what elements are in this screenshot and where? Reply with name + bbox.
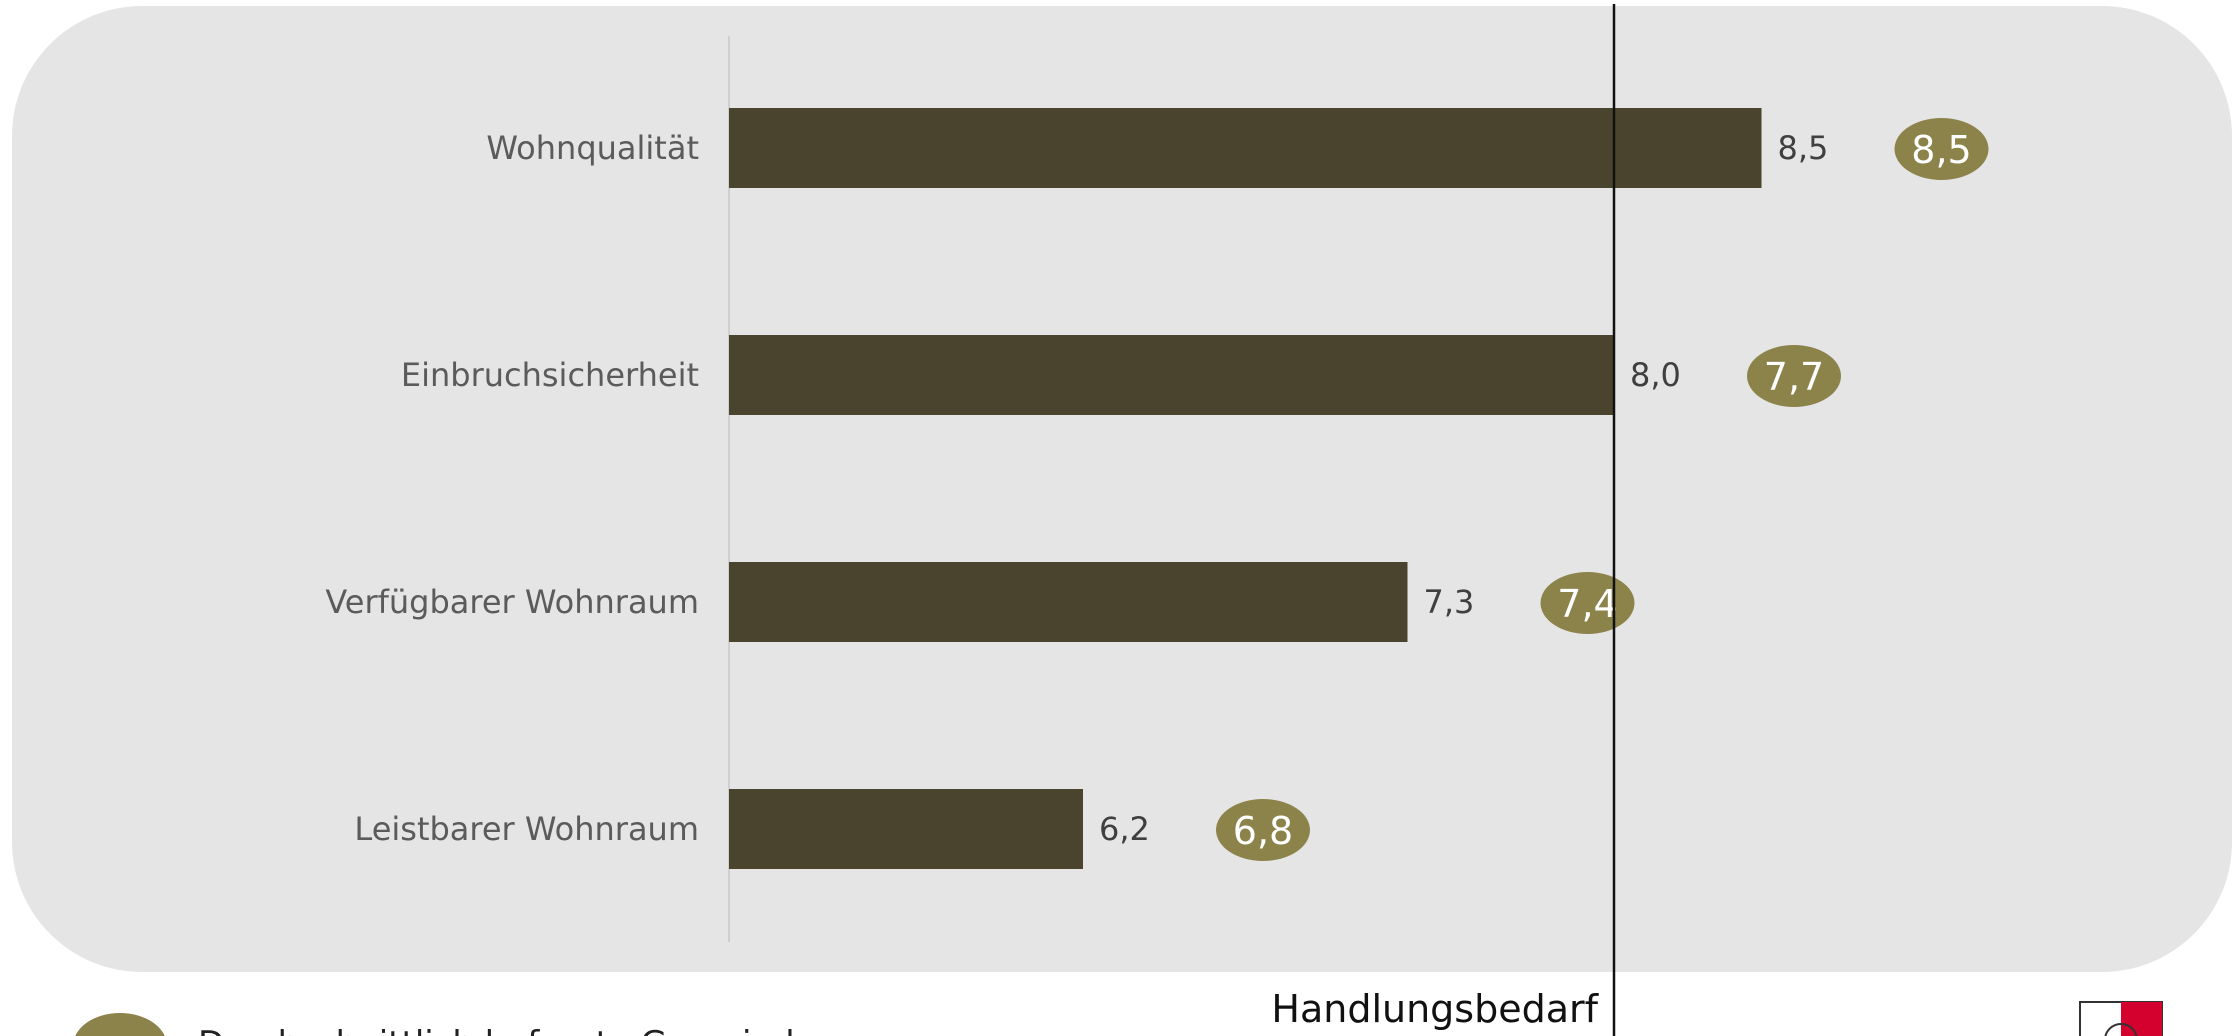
- average-marker-label-0: 8,5: [1911, 128, 1971, 172]
- average-marker-label-1: 7,7: [1764, 355, 1824, 399]
- red-white-logo-icon: [2079, 1001, 2163, 1036]
- average-marker-0: [1894, 118, 1989, 180]
- legend-marker-icon: [75, 1013, 165, 1036]
- bar-2: [729, 562, 1408, 642]
- legend-label: Durchschnittlich befragte Gemeinde: [198, 1024, 815, 1036]
- average-marker-1: [1747, 345, 1841, 407]
- bar-value-label-3: 6,2: [1099, 810, 1150, 848]
- chart-background-panel: [12, 6, 2232, 972]
- category-label-2: Verfügbarer Wohnraum: [325, 583, 699, 621]
- bar-0: [729, 108, 1762, 188]
- average-marker-label-3: 6,8: [1233, 809, 1293, 853]
- category-label-0: Wohnqualität: [486, 129, 699, 167]
- bar-value-label-2: 7,3: [1424, 583, 1475, 621]
- reference-line-label: Handlungsbedarf: [1271, 987, 1599, 1031]
- bar-value-label-1: 8,0: [1630, 356, 1681, 394]
- category-label-3: Leistbarer Wohnraum: [354, 810, 699, 848]
- bar-1: [729, 335, 1614, 415]
- bar-value-label-0: 8,5: [1778, 129, 1829, 167]
- bar-3: [729, 789, 1083, 869]
- average-marker-3: [1216, 799, 1310, 861]
- category-label-1: Einbruchsicherheit: [401, 356, 699, 394]
- average-marker-2: [1540, 572, 1635, 634]
- legend: Durchschnittlich befragte Gemeinde: [75, 1013, 815, 1036]
- average-marker-label-2: 7,4: [1557, 582, 1617, 626]
